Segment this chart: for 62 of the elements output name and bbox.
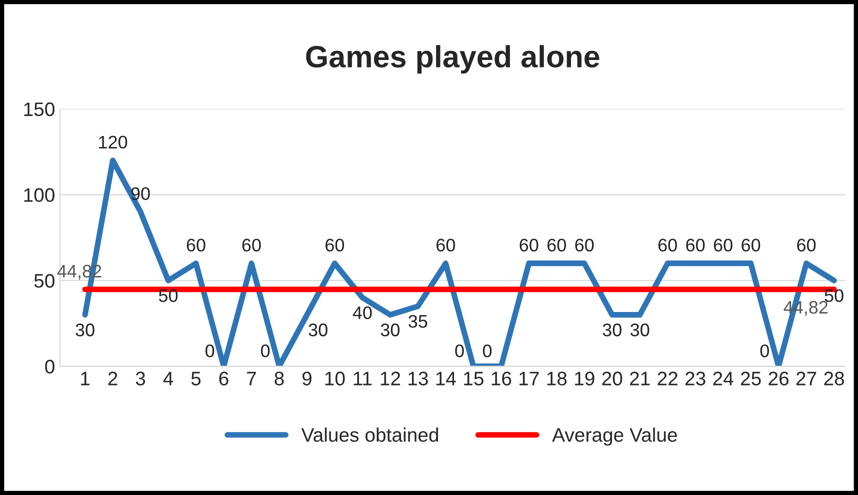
data-label: 60	[520, 238, 538, 252]
x-tick-label: 2	[108, 372, 118, 386]
x-tick-label: 18	[547, 372, 567, 386]
data-label: 30	[602, 324, 622, 336]
x-tick-label: 14	[436, 372, 456, 386]
x-tick-label: 16	[492, 372, 512, 386]
x-tick-label: 21	[630, 372, 650, 386]
x-tick-label: 4	[163, 372, 174, 386]
x-tick-label: 22	[658, 372, 678, 386]
x-tick-label: 10	[325, 372, 345, 386]
data-label: 120	[99, 136, 128, 149]
x-tick-label: 24	[713, 372, 734, 386]
data-label: 60	[242, 238, 261, 252]
x-tick-label: 7	[247, 372, 256, 386]
legend-label: Average Value	[552, 428, 677, 446]
data-label: 60	[742, 238, 760, 252]
data-label: 60	[436, 238, 455, 252]
data-label: 30	[76, 324, 94, 336]
x-tick-label: 19	[575, 372, 594, 386]
data-label: 0	[206, 344, 214, 358]
x-tick-label: 9	[302, 372, 312, 386]
data-label: 60	[686, 238, 705, 252]
x-tick-label: 1	[81, 372, 90, 386]
x-tick-label: 25	[740, 372, 761, 386]
y-tick-label: 150	[24, 102, 54, 116]
data-label: 30	[308, 324, 328, 336]
data-label: 50	[824, 289, 844, 302]
data-label: 30	[380, 324, 400, 336]
data-label: 0	[261, 344, 270, 358]
data-label: 0	[482, 344, 492, 358]
chart-title: Games played alone	[306, 45, 600, 74]
data-label: 60	[658, 238, 677, 252]
x-tick-label: 26	[768, 372, 789, 386]
data-label: 60	[186, 238, 206, 252]
data-label: 40	[352, 306, 372, 320]
data-label: 0	[760, 344, 769, 358]
x-tick-label: 12	[380, 372, 400, 386]
x-tick-label: 3	[136, 372, 146, 386]
data-label: 0	[455, 344, 464, 358]
x-tick-label: 5	[191, 372, 201, 386]
data-label: 50	[158, 289, 178, 302]
data-label: 60	[797, 238, 816, 252]
x-tick-label: 27	[796, 372, 816, 386]
legend-label: Values obtained	[301, 428, 438, 442]
x-tick-label: 13	[408, 372, 428, 386]
y-tick-label: 100	[24, 188, 54, 202]
data-label: 30	[630, 324, 650, 336]
y-tick-label: 50	[34, 274, 54, 288]
x-tick-label: 28	[824, 372, 844, 386]
x-tick-label: 20	[602, 372, 622, 386]
data-label: 60	[326, 238, 344, 252]
data-label: 35	[408, 314, 428, 328]
data-label: 60	[714, 238, 732, 252]
x-tick-label: 6	[219, 372, 228, 386]
x-tick-label: 11	[354, 372, 372, 386]
y-tick-label: 0	[45, 360, 54, 374]
data-label: 60	[548, 238, 566, 252]
x-tick-label: 17	[520, 372, 539, 386]
x-tick-label: 23	[685, 372, 706, 386]
x-tick-label: 8	[274, 372, 284, 386]
x-tick-label: 15	[464, 372, 484, 386]
data-label: 60	[575, 238, 594, 252]
